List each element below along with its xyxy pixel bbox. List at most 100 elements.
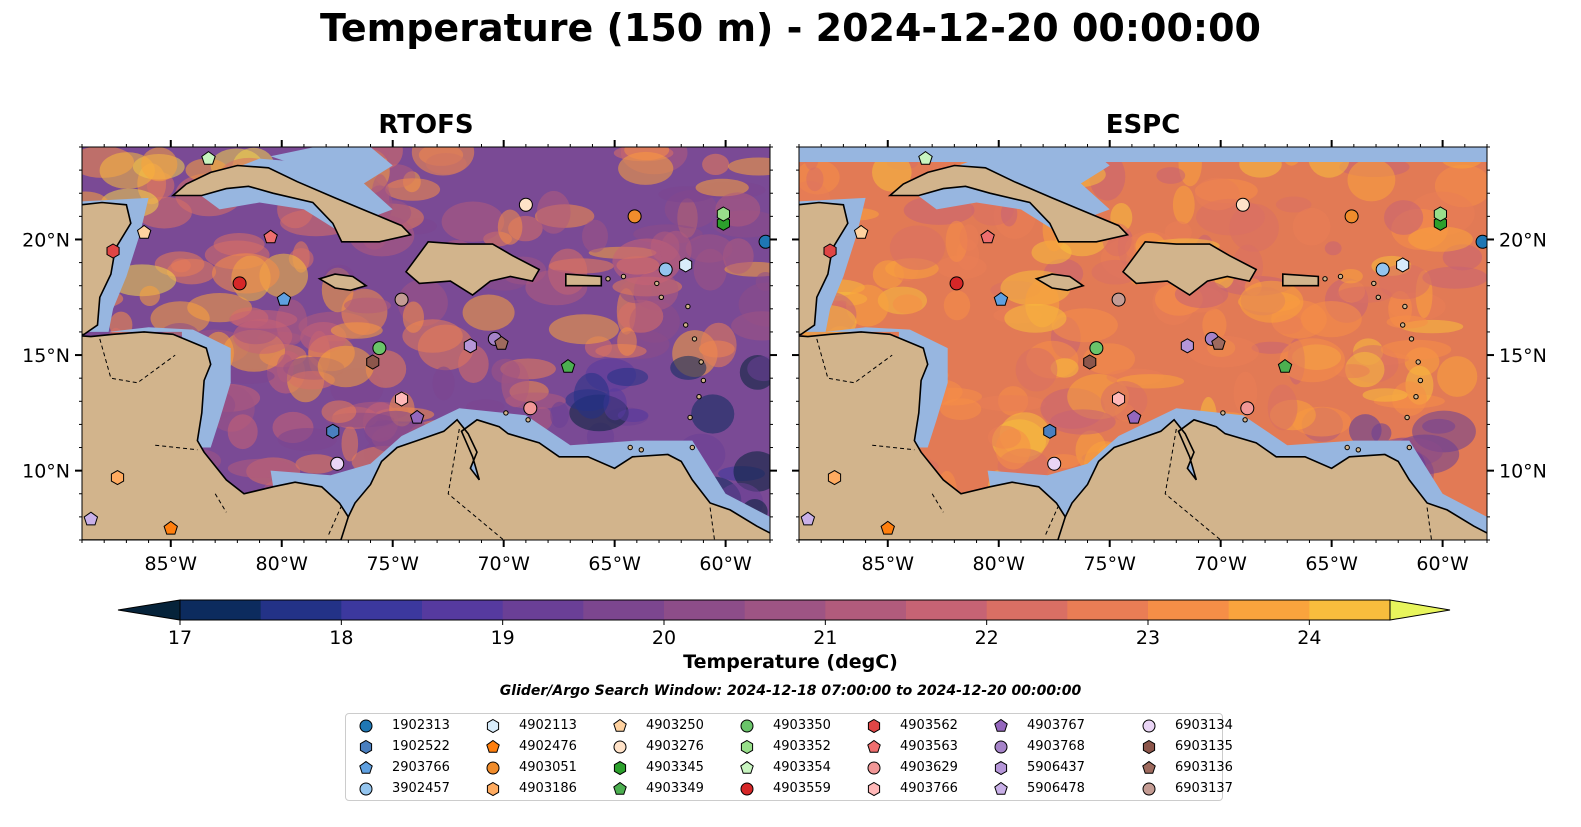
float-marker-4903352	[716, 206, 730, 222]
float-marker-1902313	[758, 234, 770, 249]
legend-label: 5906478	[1027, 781, 1085, 796]
lat-tick-label: 10°N	[22, 461, 70, 483]
colorbar-band	[341, 600, 423, 620]
land-southamerica	[340, 418, 770, 540]
float-marker-4903352	[1433, 206, 1447, 222]
float-marker-4903629	[523, 401, 538, 416]
colorbar: 17 18 19 20 21 22 23 24	[117, 599, 1451, 646]
legend-marker-icon	[740, 760, 754, 774]
float-marker-6903135	[366, 354, 380, 370]
float-marker-4902113	[1396, 257, 1410, 273]
colorbar-label: Temperature (degC)	[683, 651, 898, 673]
colorbar-band	[583, 600, 665, 620]
legend-label: 5906437	[1027, 760, 1085, 775]
colorbar-tick-label: 22	[975, 627, 999, 646]
colorbar-tick-label: 20	[652, 627, 676, 646]
float-marker-4903563	[980, 229, 995, 244]
legend-label: 4903563	[900, 739, 958, 754]
legend-marker-icon	[613, 740, 627, 754]
lon-tick-label: 85°W	[862, 553, 915, 575]
colorbar-tick-label: 21	[813, 627, 837, 646]
float-marker-4903766	[395, 391, 409, 407]
float-marker-4903186	[110, 470, 125, 486]
land-jamaica	[1034, 273, 1085, 292]
land-cuba	[887, 164, 1130, 243]
colorbar-band	[986, 600, 1068, 620]
lon-tick-label: 75°W	[1083, 553, 1136, 575]
legend-marker-icon	[1142, 719, 1156, 733]
legend-label: 1902313	[392, 718, 450, 733]
land-puertorico	[1282, 273, 1320, 287]
float-marker-6903136	[494, 335, 509, 350]
colorbar-band	[906, 600, 988, 620]
land-central	[799, 331, 1067, 540]
legend-marker-icon	[740, 719, 754, 733]
float-marker-5906478	[83, 511, 99, 526]
float-marker-4903559	[232, 276, 247, 291]
legend-marker-icon	[1142, 782, 1156, 796]
float-marker-6903134	[1047, 456, 1062, 471]
colorbar-band	[825, 600, 907, 620]
legend-label: 4903562	[900, 718, 958, 733]
legend-label: 2903766	[392, 760, 450, 775]
legend-label: 4902476	[519, 739, 577, 754]
legend-label: 4903354	[773, 760, 831, 775]
legend-marker-icon	[994, 781, 1008, 795]
float-marker-1902313	[1475, 234, 1487, 249]
legend-marker-icon	[486, 718, 500, 734]
float-marker-4903250	[853, 224, 869, 239]
land-jamaica	[317, 273, 368, 292]
legend-label: 4903250	[646, 718, 704, 733]
float-marker-4902113	[679, 257, 693, 273]
colorbar-band	[1309, 600, 1391, 620]
float-marker-6903137	[1111, 292, 1126, 307]
legend-label: 4903276	[646, 739, 704, 754]
panel-title-espc: ESPC	[1105, 110, 1181, 140]
legend-label: 4903051	[519, 760, 577, 775]
lat-tick-label: 20°N	[1499, 229, 1547, 251]
legend-label: 4903349	[646, 781, 704, 796]
colorbar-band	[1228, 600, 1310, 620]
map-figure: 85°W 80°W 75°W 70°W 65°W 60°W 20°N 15°N 10°N 85°…	[22, 140, 1547, 575]
legend-label: 6903136	[1175, 760, 1233, 775]
legend-marker-icon	[1142, 760, 1156, 774]
lon-tick-label: 80°W	[973, 553, 1026, 575]
panel-title-rtofs: RTOFS	[378, 110, 474, 140]
legend-label: 3902457	[392, 781, 450, 796]
legend-marker-icon	[994, 760, 1008, 776]
colorbar-band	[744, 600, 826, 620]
colorbar-band	[1148, 600, 1230, 620]
no-data-band	[799, 147, 1487, 162]
float-marker-4902476	[880, 520, 895, 535]
legend-marker-icon	[867, 718, 881, 734]
float-marker-4903563	[263, 229, 278, 244]
colorbar-band	[422, 600, 504, 620]
float-marker-4903766	[1112, 391, 1126, 407]
lat-tick-label: 10°N	[1499, 461, 1547, 483]
float-marker-1902522	[1043, 423, 1057, 439]
lon-tick-label: 80°W	[256, 553, 309, 575]
float-marker-6903135	[1083, 354, 1097, 370]
legend-label: 4903766	[900, 781, 958, 796]
land-southamerica	[1057, 418, 1487, 540]
legend-marker-icon	[867, 761, 881, 775]
legend-label: 4903350	[773, 718, 831, 733]
lon-tick-label: 60°W	[699, 553, 752, 575]
colorbar-band	[1067, 600, 1149, 620]
legend-marker-icon	[486, 781, 500, 797]
colorbar-band	[664, 600, 746, 620]
legend-label: 1902522	[392, 739, 450, 754]
legend-marker-icon	[613, 718, 627, 732]
colorbar-tick-label: 23	[1136, 627, 1160, 646]
legend-label: 6903137	[1175, 781, 1233, 796]
float-marker-5906437	[1180, 338, 1194, 354]
map-axes-rtofs: 85°W 80°W 75°W 70°W 65°W 60°W 20°N 15°N 10°N	[22, 140, 777, 575]
legend-marker-icon	[613, 781, 627, 795]
float-marker-6903137	[394, 292, 409, 307]
legend-label: 4903352	[773, 739, 831, 754]
legend-label: 6903135	[1175, 739, 1233, 754]
land-hispaniola	[1121, 240, 1258, 296]
float-marker-5906478	[800, 511, 816, 526]
colorbar-tick-label: 24	[1297, 627, 1321, 646]
lon-tick-label: 60°W	[1416, 553, 1469, 575]
